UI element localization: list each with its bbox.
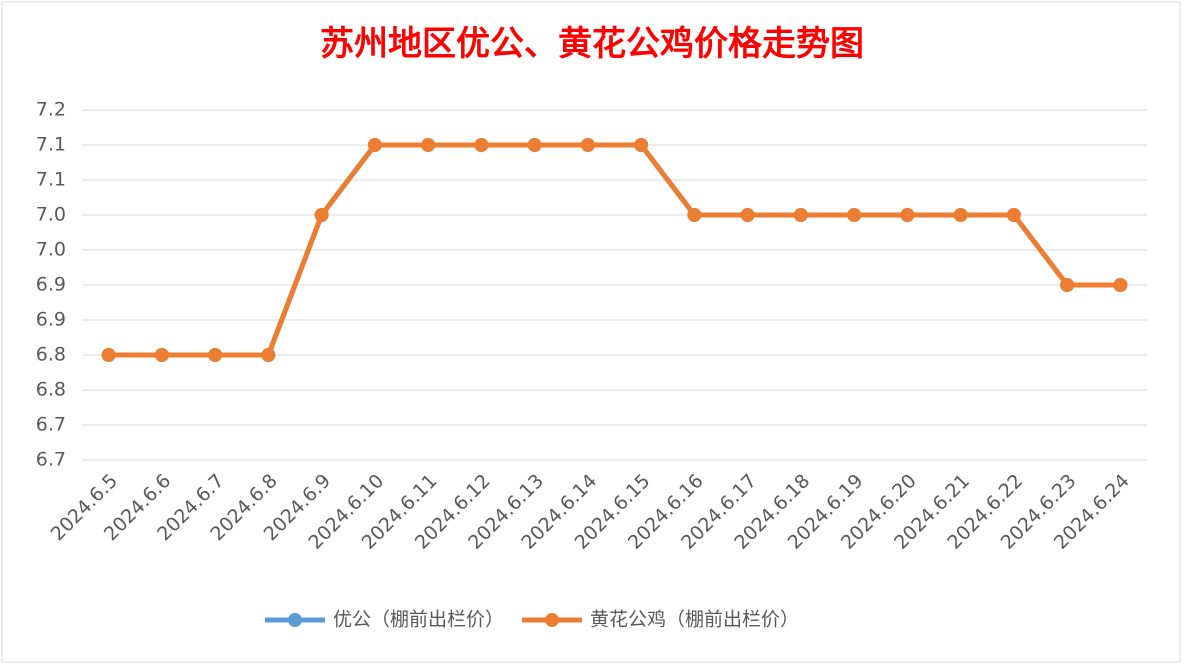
data-point [953, 208, 968, 222]
data-point [421, 138, 436, 152]
data-point [793, 208, 808, 222]
data-point [634, 138, 649, 152]
data-point [1113, 278, 1128, 292]
series-line [108, 142, 1121, 358]
y-tick-label: 7.1 [36, 169, 66, 191]
data-point [314, 208, 329, 222]
legend-marker [288, 613, 302, 627]
data-point [154, 348, 169, 362]
y-tick-label: 6.7 [36, 449, 66, 471]
y-tick-label: 6.9 [36, 309, 66, 331]
legend-label: 优公（棚前出栏价） [333, 609, 504, 631]
data-point [687, 208, 702, 222]
data-point [527, 138, 542, 152]
data-point [208, 348, 223, 362]
data-point [1006, 208, 1021, 222]
y-tick-label: 7.2 [36, 99, 66, 121]
data-point [261, 348, 276, 362]
y-tick-label: 6.7 [36, 414, 66, 436]
data-point [580, 138, 595, 152]
y-tick-label: 6.8 [36, 379, 66, 401]
data-point [847, 208, 862, 222]
chart-title: 苏州地区优公、黄花公鸡价格走势图 [320, 24, 864, 64]
data-point [101, 348, 116, 362]
data-point [1060, 278, 1075, 292]
y-tick-label: 7.1 [36, 134, 66, 156]
y-tick-label: 6.8 [36, 344, 66, 366]
legend-label: 黄花公鸡（棚前出栏价） [590, 609, 799, 631]
legend-marker [545, 613, 560, 627]
y-tick-label: 6.9 [36, 274, 66, 296]
data-point [367, 138, 382, 152]
y-tick-label: 7.0 [36, 239, 66, 261]
data-point [740, 208, 755, 222]
data-point [900, 208, 915, 222]
data-point [474, 138, 489, 152]
y-tick-label: 7.0 [36, 204, 66, 226]
